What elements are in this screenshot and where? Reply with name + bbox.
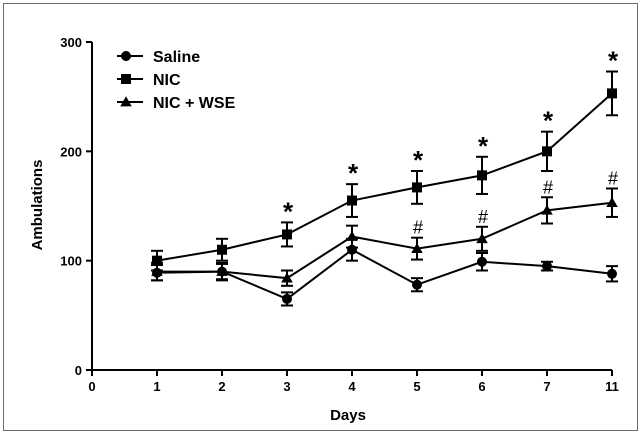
y-axis-ticks: 0 100 200 300 <box>60 35 92 378</box>
x-tick-label: 3 <box>283 379 290 394</box>
legend-label: Saline <box>153 49 200 66</box>
significance-star: * <box>348 158 359 188</box>
x-tick-label: 1 <box>153 379 160 394</box>
significance-star: * <box>283 196 294 226</box>
series-line <box>156 248 613 301</box>
data-point-triangle <box>281 272 293 283</box>
series-nic <box>151 70 618 272</box>
legend-item: NIC + WSE <box>117 95 236 112</box>
data-point-square <box>347 195 357 206</box>
legend-label: NIC + WSE <box>153 95 236 112</box>
x-axis-title: Days <box>330 407 366 424</box>
data-point-circle <box>412 279 422 290</box>
x-tick-label: 4 <box>348 379 356 394</box>
data-point-triangle <box>151 265 163 276</box>
significance-annotations: * * * * * * # # # # <box>283 46 619 238</box>
data-point-circle <box>477 256 487 267</box>
legend-item: Saline <box>117 49 200 66</box>
x-tick-label: 2 <box>218 379 225 394</box>
data-point-triangle <box>541 204 553 215</box>
data-point-triangle <box>120 96 132 107</box>
series-line <box>156 92 613 262</box>
data-point-square <box>152 255 162 266</box>
data-point-circle <box>121 51 131 61</box>
x-tick-label: 6 <box>478 379 485 394</box>
data-point-square <box>607 88 617 99</box>
significance-hash: # <box>543 177 553 197</box>
y-tick-label: 300 <box>60 35 82 50</box>
data-point-triangle <box>411 242 423 253</box>
significance-star: * <box>478 131 489 161</box>
data-point-square <box>412 182 422 193</box>
y-axis-title: Ambulations <box>29 160 46 251</box>
data-point-triangle <box>346 230 358 241</box>
data-point-square <box>282 229 292 240</box>
data-point-circle <box>282 293 292 304</box>
x-tick-label: 0 <box>88 379 95 394</box>
y-tick-label: 0 <box>75 363 82 378</box>
legend: Saline NIC NIC + WSE <box>117 49 236 112</box>
significance-star: * <box>608 46 619 76</box>
plot-area <box>151 70 618 307</box>
significance-hash: # <box>478 207 488 227</box>
x-tick-label: 7 <box>543 379 550 394</box>
x-tick-label: 5 <box>413 379 420 394</box>
y-tick-label: 200 <box>60 144 82 159</box>
x-axis-ticks: 0 1 2 3 4 5 6 7 11 <box>88 370 619 394</box>
data-point-triangle <box>476 233 488 244</box>
data-point-circle <box>542 261 552 272</box>
data-point-square <box>217 244 227 255</box>
legend-item: NIC <box>117 72 181 89</box>
significance-star: * <box>543 106 554 136</box>
data-point-triangle <box>606 196 618 208</box>
data-point-square <box>477 170 487 181</box>
series-nic-wse <box>151 187 618 287</box>
data-point-triangle <box>216 265 228 276</box>
series-line <box>157 201 613 280</box>
x-tick-label: 11 <box>605 379 619 394</box>
legend-label: NIC <box>153 72 181 89</box>
significance-star: * <box>413 145 424 175</box>
significance-hash: # <box>413 218 423 238</box>
y-tick-label: 100 <box>60 254 82 269</box>
significance-hash: # <box>608 169 618 189</box>
data-point-square <box>542 146 552 157</box>
data-point-circle <box>607 268 617 279</box>
data-point-square <box>121 74 131 84</box>
